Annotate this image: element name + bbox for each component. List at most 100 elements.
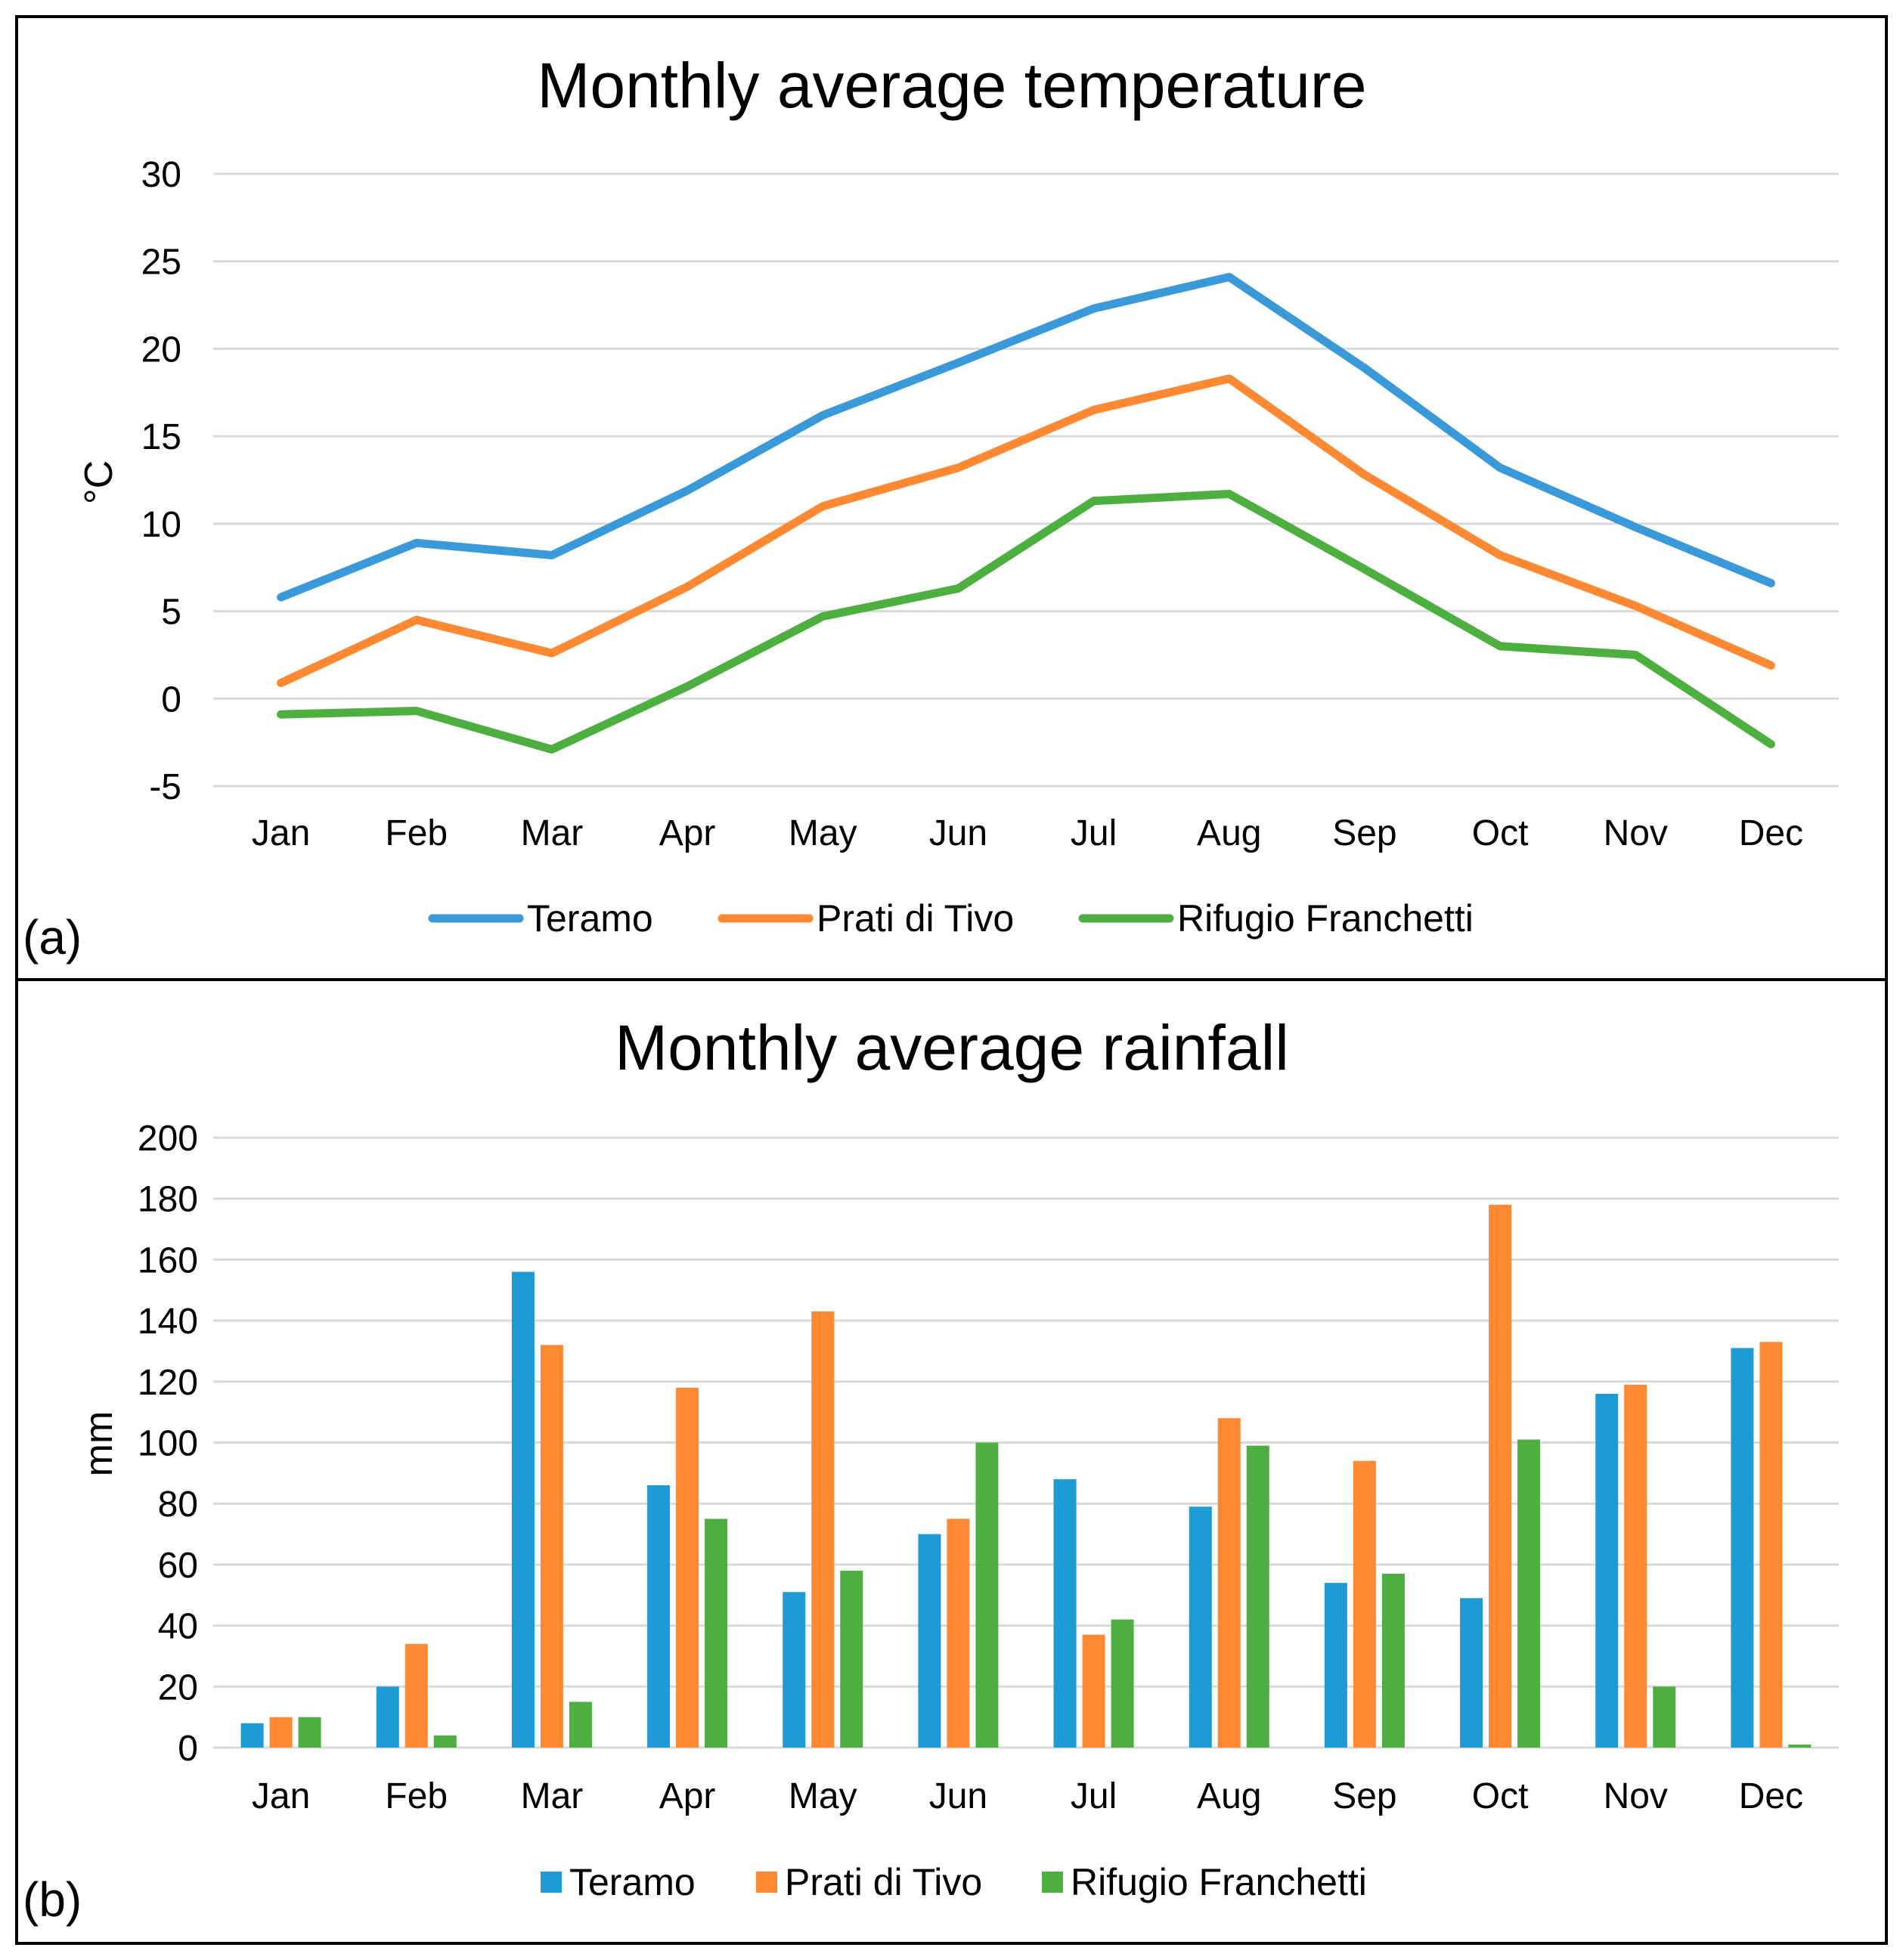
rainfall-x-tick-label: Feb [385, 1776, 448, 1816]
legend-label-teramo: Teramo [527, 897, 653, 940]
rainfall-y-tick-label: 140 [138, 1302, 198, 1342]
rainfall-bar-prati-di-tivo [269, 1717, 293, 1748]
legend-label-rifugio-franchetti: Rifugio Franchetti [1177, 897, 1474, 940]
rainfall-bar-teramo [376, 1686, 399, 1748]
rainfall-x-tick-label: Jan [252, 1776, 310, 1816]
rainfall-bar-teramo [783, 1592, 806, 1748]
rainfall-y-tick-label: 200 [138, 1119, 198, 1159]
rainfall-x-tick-label: Jul [1071, 1776, 1117, 1816]
rainfall-bar-rifugio-franchetti [298, 1717, 321, 1748]
rainfall-bar-teramo [1731, 1348, 1754, 1748]
rainfall-bar-rifugio-franchetti [1653, 1686, 1676, 1748]
rainfall-legend: Teramo Prati di Tivo Rifugio Franchetti [541, 1861, 1367, 1903]
rainfall-bar-prati-di-tivo [404, 1643, 428, 1748]
rainfall-y-tick-label: 120 [138, 1363, 198, 1403]
rainfall-bar-teramo [918, 1534, 941, 1748]
legend-swatch-rifugio-franchetti [1042, 1872, 1063, 1893]
temperature-y-tick-label: 15 [141, 417, 181, 457]
rainfall-bar-rifugio-franchetti [1788, 1744, 1812, 1748]
temperature-panel: Monthly average temperature -5 0 5 10 15 20 25… [23, 50, 1839, 965]
rainfall-y-tick-label: 100 [138, 1424, 198, 1464]
rainfall-x-tick-label: Oct [1472, 1776, 1529, 1816]
panel-label-a: (a) [23, 910, 82, 965]
temperature-x-tick-label: May [789, 813, 857, 853]
rainfall-bar-teramo [647, 1485, 671, 1748]
temperature-y-ticks: -5 0 5 10 15 20 25 30 [141, 155, 181, 807]
legend-swatch-prati-di-tivo [756, 1872, 777, 1893]
rainfall-chart-title: Monthly average rainfall [615, 1012, 1289, 1083]
rainfall-x-ticks: Jan Feb Mar Apr May Jun Jul Aug Sep Oct Nov Dec [252, 1776, 1803, 1816]
temperature-line-teramo [277, 273, 1775, 602]
rainfall-grid [213, 1136, 1839, 1749]
rainfall-y-tick-label: 40 [158, 1607, 198, 1647]
rainfall-bar-prati-di-tivo [1624, 1384, 1647, 1748]
rainfall-y-tick-label: 60 [158, 1546, 198, 1586]
rainfall-x-tick-label: May [789, 1776, 857, 1816]
temperature-grid [213, 172, 1839, 788]
rainfall-y-tick-label: 180 [138, 1180, 198, 1220]
rainfall-x-tick-label: Jun [929, 1776, 987, 1816]
rainfall-x-tick-label: Apr [659, 1776, 716, 1816]
rainfall-x-tick-label: Aug [1197, 1776, 1261, 1816]
rainfall-bar-prati-di-tivo [947, 1519, 970, 1748]
rainfall-x-tick-label: Dec [1739, 1776, 1803, 1816]
rainfall-bar-teramo [511, 1271, 535, 1748]
temperature-line-rifugio-franchetti [277, 490, 1775, 754]
rainfall-y-tick-label: 160 [138, 1240, 198, 1280]
rainfall-bar-prati-di-tivo [1082, 1634, 1105, 1748]
rainfall-bar-rifugio-franchetti [433, 1735, 457, 1748]
rainfall-bar-rifugio-franchetti [569, 1701, 592, 1748]
temperature-y-tick-label: 25 [141, 243, 181, 283]
rainfall-bar-teramo [1324, 1583, 1347, 1748]
rainfall-bar-rifugio-franchetti [1517, 1439, 1541, 1748]
temperature-y-tick-label: 20 [141, 330, 181, 370]
temperature-x-tick-label: Apr [659, 813, 716, 853]
rainfall-panel: Monthly average rainfall 0 20 40 60 80 100 120… [23, 1012, 1839, 1927]
rainfall-y-ticks: 0 20 40 60 80 100 120 140 160 180 200 [138, 1119, 198, 1769]
panel-label-b: (b) [23, 1872, 82, 1927]
rainfall-bar-teramo [1460, 1598, 1483, 1748]
temperature-x-tick-label: Mar [521, 813, 584, 853]
temperature-x-tick-label: Oct [1472, 813, 1529, 853]
rainfall-bar-prati-di-tivo [1489, 1204, 1512, 1748]
temperature-x-tick-label: Jul [1071, 813, 1117, 853]
temperature-y-tick-label: 30 [141, 155, 181, 195]
rainfall-series [240, 1204, 1812, 1748]
rainfall-x-tick-label: Nov [1604, 1776, 1668, 1816]
temperature-x-tick-label: Dec [1739, 813, 1803, 853]
temperature-line-prati-di-tivo [277, 374, 1775, 687]
temperature-legend: Teramo Prati di Tivo Rifugio Franchetti [428, 897, 1474, 940]
rainfall-bar-teramo [1053, 1479, 1077, 1748]
temperature-x-tick-label: Aug [1197, 813, 1261, 853]
rainfall-x-tick-label: Mar [521, 1776, 584, 1816]
rainfall-y-tick-label: 80 [158, 1485, 198, 1525]
rainfall-bar-teramo [240, 1723, 264, 1748]
temperature-x-tick-label: Feb [385, 813, 448, 853]
legend-label-rifugio-franchetti: Rifugio Franchetti [1071, 1861, 1367, 1903]
rainfall-y-axis-label: mm [77, 1411, 121, 1477]
temperature-y-tick-label: 0 [161, 680, 181, 720]
rainfall-bar-prati-di-tivo [1217, 1418, 1241, 1748]
legend-label-teramo: Teramo [569, 1861, 696, 1903]
rainfall-y-tick-label: 0 [178, 1729, 198, 1769]
rainfall-bar-prati-di-tivo [1759, 1342, 1783, 1748]
temperature-x-tick-label: Jun [929, 813, 987, 853]
rainfall-bar-prati-di-tivo [540, 1345, 563, 1748]
temperature-x-ticks: Jan Feb Mar Apr May Jun Jul Aug Sep Oct Nov Dec [252, 813, 1803, 853]
legend-label-prati-di-tivo: Prati di Tivo [785, 1861, 982, 1903]
rainfall-bar-rifugio-franchetti [975, 1442, 999, 1748]
temperature-chart-title: Monthly average temperature [537, 50, 1366, 121]
rainfall-bar-rifugio-franchetti [705, 1519, 728, 1748]
rainfall-bar-rifugio-franchetti [1111, 1619, 1134, 1748]
legend-swatch-teramo [541, 1872, 562, 1893]
rainfall-bar-prati-di-tivo [811, 1311, 835, 1748]
rainfall-bar-rifugio-franchetti [840, 1570, 863, 1748]
temperature-y-tick-label: 5 [161, 593, 181, 633]
temperature-y-tick-label: -5 [149, 767, 181, 807]
rainfall-bar-prati-di-tivo [676, 1387, 699, 1748]
rainfall-bar-rifugio-franchetti [1246, 1445, 1269, 1748]
rainfall-bar-rifugio-franchetti [1381, 1574, 1405, 1748]
rainfall-x-tick-label: Sep [1332, 1776, 1396, 1816]
temperature-x-tick-label: Nov [1604, 813, 1668, 853]
temperature-series [277, 273, 1775, 754]
